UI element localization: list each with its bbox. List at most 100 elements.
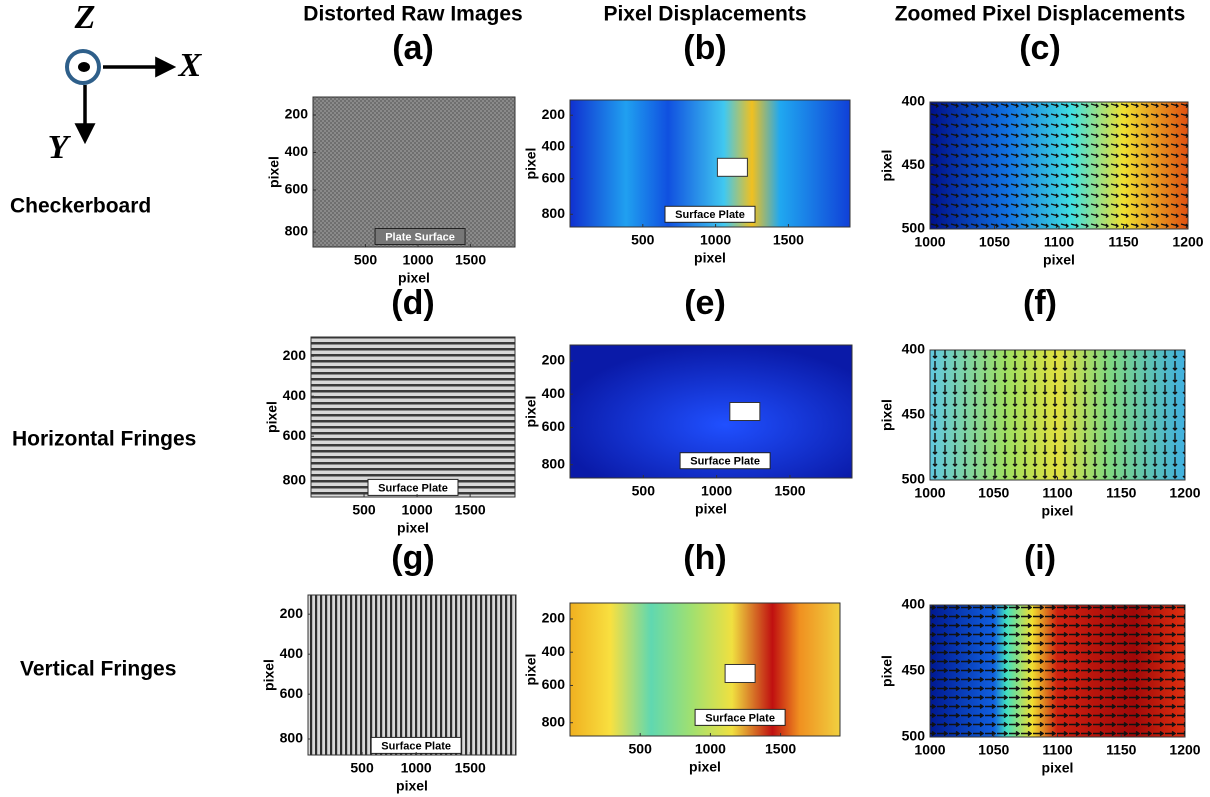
x-axis-label: pixel: [396, 778, 428, 794]
y-tick-label: 400: [542, 385, 566, 401]
y-tick-label: 400: [542, 138, 566, 154]
x-tick-label: 1000: [914, 742, 945, 758]
y-tick-label: 600: [542, 676, 566, 692]
x-tick-label: 1100: [1042, 485, 1073, 501]
z-axis-dot: [78, 62, 90, 72]
x-tick-label: 500: [629, 741, 653, 757]
mask-box: [729, 402, 761, 421]
panel-letter: (h): [683, 539, 726, 577]
y-axis-label: pixel: [879, 150, 895, 182]
annotation: Surface Plate: [705, 712, 775, 724]
panel: (f) 1000 1050 1100 1150 1200 400 450 500 pixel pix…: [879, 284, 1201, 519]
y-tick-label: 200: [283, 347, 307, 363]
panel-image: [312, 96, 516, 248]
panel: (h) Surface Plate 500 1000 1500 200 400 600 800 p…: [523, 539, 841, 775]
y-axis-label: pixel: [879, 399, 895, 431]
vector-field: [930, 102, 1188, 229]
panel: (c) 1000 1050 1100 1150 1200 400 450 500 pixel pix…: [879, 29, 1204, 268]
y-axis-label: pixel: [523, 654, 539, 686]
x-tick-label: 500: [352, 502, 376, 518]
panel: (g) Surface Plate 500 1000 1500 200 400 600 800 p…: [261, 539, 517, 794]
x-tick-label: 1000: [402, 252, 433, 268]
column-title: Distorted Raw Images: [303, 3, 522, 26]
y-tick-label: 400: [542, 643, 566, 659]
y-tick-label: 800: [285, 223, 309, 239]
x-tick-label: 1150: [1106, 742, 1137, 758]
annotation-box: [367, 478, 459, 496]
x-tick-label: 1500: [765, 741, 796, 757]
y-tick-label: 200: [542, 610, 566, 626]
x-tick-label: 1100: [1044, 234, 1075, 250]
x-tick-label: 500: [631, 232, 655, 248]
y-tick-label: 400: [285, 143, 309, 159]
x-axis-label: pixel: [689, 759, 721, 775]
panel-image: [310, 336, 516, 498]
row-label: Vertical Fringes: [20, 658, 176, 681]
x-tick-label: 500: [632, 483, 656, 499]
panel-image: [307, 594, 517, 756]
x-tick-label: 1000: [914, 485, 945, 501]
annotation: Surface Plate: [675, 209, 745, 221]
y-tick-label: 400: [902, 93, 926, 109]
y-tick-label: 600: [542, 418, 566, 434]
panel-letter: (d): [391, 284, 434, 322]
y-axis-label: pixel: [261, 659, 277, 691]
row-label: Horizontal Fringes: [12, 428, 196, 451]
y-tick-label: 800: [280, 730, 304, 746]
x-tick-label: 1050: [978, 485, 1009, 501]
row-label: Checkerboard: [10, 195, 151, 218]
y-tick-label: 200: [285, 106, 309, 122]
x-axis-label: pixel: [1042, 760, 1074, 776]
axes-icon: Z X Y: [48, 0, 203, 166]
y-axis-label: pixel: [523, 148, 539, 180]
annotation-box: [374, 228, 466, 245]
mask-box: [716, 157, 748, 177]
x-tick-label: 1500: [455, 502, 486, 518]
x-tick-label: 1200: [1169, 485, 1200, 501]
x-axis-label: pixel: [694, 250, 726, 266]
x-tick-label: 1200: [1169, 742, 1200, 758]
y-tick-label: 500: [902, 471, 926, 487]
column-title: Pixel Displacements: [603, 3, 806, 26]
y-axis-label: pixel: [523, 396, 539, 428]
panel: (b) Surface Plate 500 1000 1500 200 400 600 800 p…: [523, 29, 851, 266]
panel-letter: (f): [1023, 284, 1057, 322]
x-tick-label: 1000: [401, 760, 432, 776]
panel-letter: (i): [1024, 539, 1056, 577]
y-tick-label: 450: [902, 156, 926, 172]
panel-letter: (g): [391, 539, 434, 577]
annotation-box: [694, 708, 786, 726]
y-axis-label: pixel: [879, 655, 895, 687]
y-tick-label: 200: [542, 106, 566, 122]
x-axis-label: pixel: [397, 520, 429, 536]
x-tick-label: 1500: [774, 483, 805, 499]
y-tick-label: 400: [283, 387, 307, 403]
y-tick-label: 450: [902, 662, 926, 678]
x-tick-label: 1200: [1172, 234, 1203, 250]
panel: (a) Plate Surface 500 1000 1500 200 400 600 800 p…: [266, 29, 516, 286]
y-tick-label: 600: [542, 169, 566, 185]
y-tick-label: 400: [902, 596, 926, 612]
y-tick-label: 200: [542, 352, 566, 368]
x-axis-label: pixel: [695, 501, 727, 517]
panel-letter: (c): [1019, 29, 1061, 67]
y-tick-label: 800: [542, 455, 566, 471]
x-tick-label: 1500: [455, 760, 486, 776]
y-axis-label: pixel: [266, 156, 282, 188]
panel-letter: (b): [683, 29, 726, 67]
y-tick-label: 600: [285, 181, 309, 197]
annotation: Plate Surface: [385, 231, 455, 243]
y-axis-label: pixel: [264, 401, 280, 433]
column-title: Zoomed Pixel Displacements: [895, 3, 1186, 26]
y-tick-label: 500: [902, 728, 926, 744]
z-label: Z: [74, 0, 96, 36]
y-tick-label: 450: [902, 406, 926, 422]
y-tick-label: 600: [280, 685, 304, 701]
annotation-box: [664, 205, 756, 223]
annotation: Surface Plate: [690, 456, 760, 468]
y-tick-label: 400: [902, 341, 926, 357]
vector-field: [930, 350, 1185, 480]
panel-letter: (a): [392, 29, 434, 67]
x-tick-label: 500: [350, 760, 374, 776]
